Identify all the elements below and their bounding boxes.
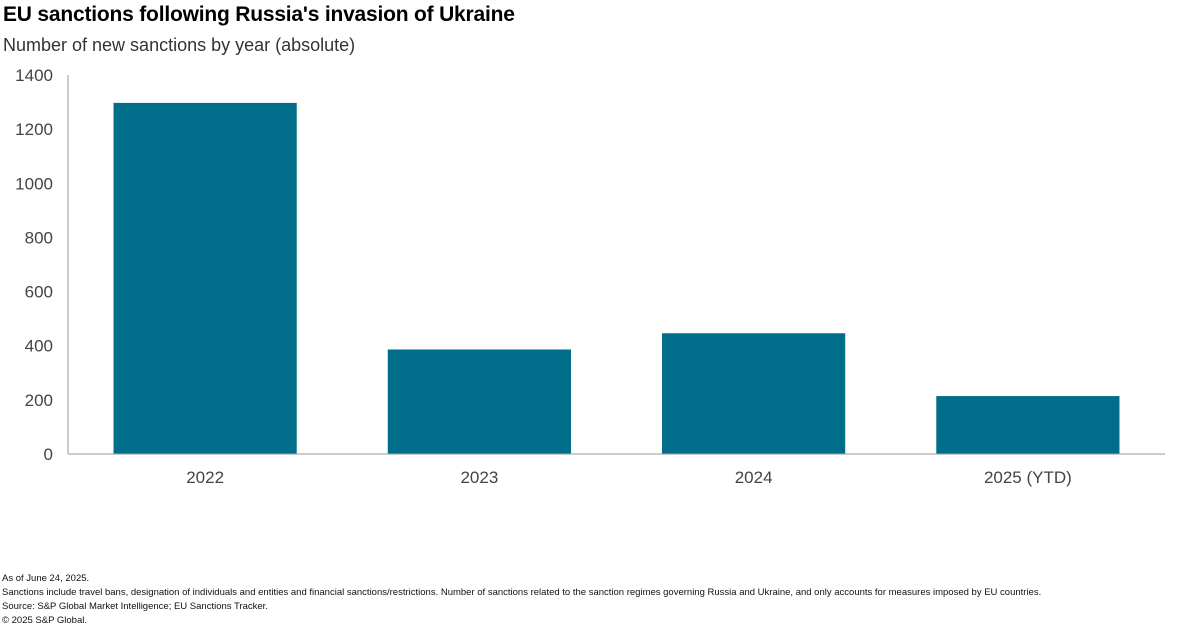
bar xyxy=(936,396,1120,454)
footnote-copyright: © 2025 S&P Global. xyxy=(2,615,87,626)
footnote-source: Source: S&P Global Market Intelligence; … xyxy=(2,601,268,612)
x-tick-label: 2022 xyxy=(186,468,224,487)
axes xyxy=(67,75,1165,455)
bar xyxy=(662,333,846,454)
x-tick-label: 2023 xyxy=(460,468,498,487)
y-tick-label: 600 xyxy=(25,283,53,302)
y-tick-label: 1000 xyxy=(15,174,53,193)
chart-subtitle: Number of new sanctions by year (absolut… xyxy=(3,35,356,55)
bar xyxy=(113,102,297,454)
x-tick-label: 2024 xyxy=(735,468,773,487)
y-tick-label: 1200 xyxy=(15,120,53,139)
footnotes: As of June 24, 2025. Sanctions include t… xyxy=(2,572,1041,628)
bars xyxy=(113,102,1120,454)
x-axis-labels: 2022 2023 2024 2025 (YTD) xyxy=(186,468,1072,487)
y-tick-label: 400 xyxy=(25,337,53,356)
bar xyxy=(387,349,571,454)
y-tick-label: 1400 xyxy=(15,66,53,85)
footnote-note: Sanctions include travel bans, designati… xyxy=(2,587,1042,598)
x-tick-label: 2025 (YTD) xyxy=(984,468,1072,487)
y-tick-label: 0 xyxy=(44,445,53,464)
y-axis-labels: 0 200 400 600 800 1000 1200 1400 xyxy=(15,66,53,464)
y-tick-label: 800 xyxy=(25,228,53,247)
footnote-as-of: As of June 24, 2025. xyxy=(2,573,90,584)
chart-title: EU sanctions following Russia's invasion… xyxy=(3,3,515,26)
y-tick-label: 200 xyxy=(25,391,53,410)
